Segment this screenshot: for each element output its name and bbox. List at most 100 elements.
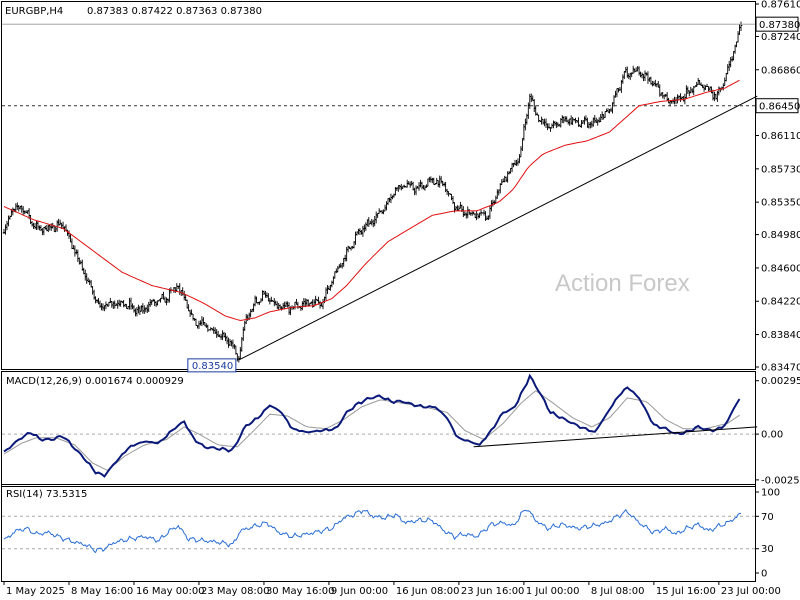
price-bar — [270, 296, 273, 303]
price-bar — [639, 71, 642, 78]
price-bar — [61, 221, 65, 229]
time-tick-label: 9 Jun 00:00 — [331, 586, 388, 597]
price-bar — [215, 329, 218, 338]
price-bar — [233, 344, 236, 350]
price-bar — [91, 286, 94, 295]
price-bar — [651, 80, 654, 87]
price-bar — [623, 71, 626, 80]
price-bar — [723, 77, 727, 87]
price-bar — [521, 138, 524, 151]
price-bar — [467, 209, 471, 215]
price-bar — [357, 228, 360, 235]
macd-tick-label: 0.00 — [761, 430, 783, 441]
price-bar — [611, 102, 614, 114]
price-bar — [599, 114, 602, 123]
price-bar — [400, 183, 403, 191]
price-bar — [333, 271, 337, 279]
price-bar — [423, 185, 427, 191]
price-bar — [39, 225, 43, 232]
macd-panel-frame — [1, 371, 756, 487]
time-tick-label: 1 May 2025 — [6, 586, 65, 597]
price-bar — [70, 238, 74, 249]
price-tick-label: 0.87240 — [761, 32, 800, 43]
price-bar — [488, 205, 492, 220]
price-bar — [48, 225, 52, 231]
price-bar — [636, 66, 639, 72]
price-bar — [494, 195, 498, 204]
price-bar — [432, 177, 436, 186]
price-bar — [729, 57, 732, 68]
price-bar — [306, 299, 310, 306]
swing-low-label: 0.83540 — [187, 358, 237, 373]
price-bar — [537, 114, 540, 123]
price-bar — [72, 244, 75, 250]
price-bar — [249, 309, 252, 318]
price-bar — [738, 24, 741, 35]
price-bar — [132, 305, 136, 313]
chart-overlays: 0.87380 0.86450 0.83540 — [2, 16, 800, 554]
svg-text:0.86450: 0.86450 — [759, 102, 800, 113]
price-bar — [305, 298, 309, 306]
price-bar — [301, 301, 304, 311]
price-bar — [702, 84, 706, 92]
price-bar — [227, 337, 230, 348]
price-bar — [125, 303, 128, 309]
rsi-tick-label: 100 — [761, 488, 780, 499]
price-bar — [470, 211, 474, 216]
price-bar — [197, 320, 201, 329]
macd-axis: 0.00295 0.00 -0.002529 — [755, 376, 800, 486]
price-bar — [277, 302, 281, 311]
price-bar — [466, 206, 470, 219]
price-bar — [78, 257, 81, 265]
price-bar — [615, 88, 619, 98]
price-bar — [206, 324, 210, 332]
price-bar — [736, 31, 740, 43]
price-bar — [200, 316, 204, 327]
price-bar — [194, 318, 198, 327]
price-bar — [600, 111, 604, 120]
price-bar — [261, 290, 264, 302]
price-bar — [345, 246, 348, 262]
price-bar — [286, 301, 289, 308]
price-bar — [264, 290, 267, 298]
price-bar — [47, 225, 50, 233]
price-bar — [491, 199, 495, 207]
price-bar — [571, 117, 574, 125]
price-bar — [109, 298, 112, 304]
price-bar — [2, 228, 6, 234]
price-bar — [182, 290, 186, 301]
price-bar — [724, 72, 728, 82]
price-bar — [364, 222, 368, 231]
time-tick-label: 23 Jul 00:00 — [721, 586, 781, 597]
price-bar — [721, 83, 725, 91]
price-bar — [336, 266, 340, 273]
price-bar — [656, 80, 660, 88]
price-bar — [414, 185, 418, 196]
price-bar — [148, 298, 152, 307]
price-bar — [679, 93, 682, 102]
price-bar — [621, 74, 625, 84]
price-bar — [342, 257, 345, 267]
price-bar — [131, 303, 134, 310]
price-bar — [128, 297, 131, 310]
price-bar — [36, 221, 40, 230]
price-bar — [141, 303, 145, 314]
price-bar — [426, 178, 430, 187]
price-bar — [228, 338, 232, 346]
price-bar — [145, 304, 149, 314]
rsi-panel-frame — [1, 484, 756, 582]
price-bar — [398, 185, 402, 190]
price-bar — [122, 299, 125, 308]
time-tick-label: 23 May 08:00 — [201, 586, 270, 597]
price-bar — [162, 291, 165, 300]
price-bar — [593, 114, 597, 124]
price-bar — [32, 222, 35, 229]
price-bar — [685, 85, 688, 99]
price-bar — [21, 206, 25, 216]
price-bar — [374, 211, 378, 224]
price-panel-frame — [1, 1, 756, 370]
price-bar — [284, 301, 288, 307]
price-tick-label: 0.84980 — [761, 230, 800, 241]
price-bar — [596, 119, 600, 126]
